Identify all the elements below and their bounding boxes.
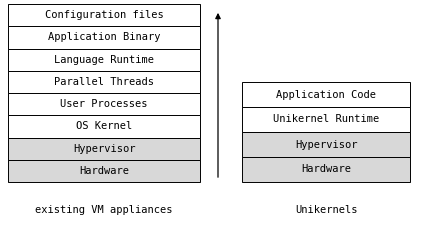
Bar [242, 157, 410, 182]
Text: Application Code: Application Code [276, 89, 376, 99]
Bar [242, 82, 410, 107]
Text: Hypervisor: Hypervisor [73, 144, 135, 154]
Text: Application Binary: Application Binary [48, 32, 160, 42]
Bar [242, 132, 410, 157]
Bar [8, 49, 200, 71]
Text: OS Kernel: OS Kernel [76, 121, 132, 131]
Bar [242, 107, 410, 132]
Text: Hypervisor: Hypervisor [295, 139, 357, 149]
Bar [8, 93, 200, 115]
Text: Hardware: Hardware [301, 164, 351, 174]
Text: User Processes: User Processes [60, 99, 148, 109]
Bar [8, 71, 200, 93]
Bar [8, 160, 200, 182]
Text: Unikernels: Unikernels [295, 205, 357, 215]
Text: Configuration files: Configuration files [44, 10, 163, 20]
Bar [8, 26, 200, 49]
Text: Parallel Threads: Parallel Threads [54, 77, 154, 87]
Text: Hardware: Hardware [79, 166, 129, 176]
Text: Unikernel Runtime: Unikernel Runtime [273, 114, 379, 124]
Bar [8, 115, 200, 138]
Text: existing VM appliances: existing VM appliances [35, 205, 173, 215]
Text: Language Runtime: Language Runtime [54, 55, 154, 65]
Bar [8, 138, 200, 160]
Bar [8, 4, 200, 26]
